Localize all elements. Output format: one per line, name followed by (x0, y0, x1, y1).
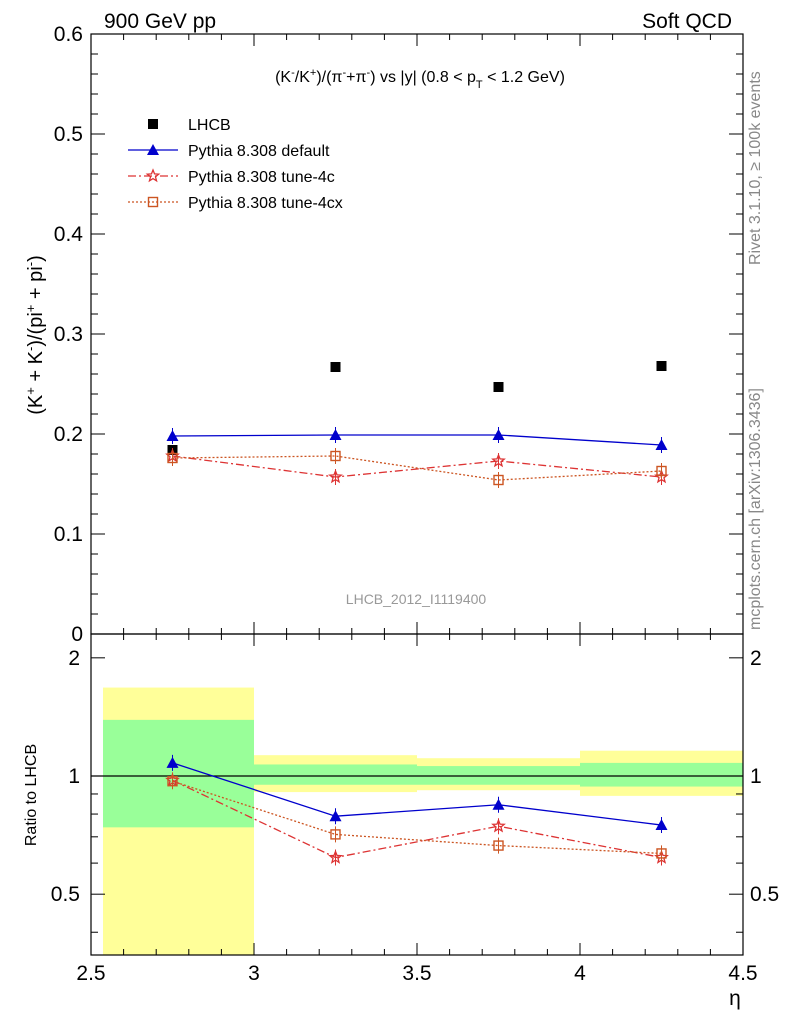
series-line (172, 455, 662, 478)
y-tick-label-zero: 0 (71, 623, 83, 646)
ratio-stat-band (103, 719, 254, 828)
y-tick-label: 0.4 (54, 223, 84, 246)
y-tick-label: 0.2 (54, 423, 83, 446)
legend-entry: Pythia 8.308 default (128, 143, 330, 160)
y-tick-label: 0.6 (54, 23, 83, 46)
y-tick-label: 0.3 (54, 323, 83, 346)
ratio-data-point (492, 798, 505, 810)
rivet-version-label: Rivet 3.1.10, ≥ 100k events (747, 71, 764, 265)
ratio-stat-band (580, 762, 743, 787)
series-line (172, 455, 662, 481)
legend: LHCB Pythia 8.308 default Pythia 8.308 tun… (128, 117, 343, 212)
series-3 (167, 448, 667, 488)
x-tick-label: 4 (574, 962, 586, 985)
data-point (493, 382, 504, 392)
legend-entry: Pythia 8.308 tune-4c (128, 168, 335, 186)
ratio-data-point (493, 840, 504, 851)
legend-marker (145, 168, 161, 183)
legend-marker (148, 119, 158, 129)
x-tick-label: 3.5 (402, 962, 431, 985)
data-point (167, 452, 178, 464)
ratio-series-line (172, 762, 662, 826)
ratio-series-line (172, 780, 662, 855)
legend-marker (147, 144, 159, 155)
ratio-data-point (328, 849, 343, 864)
ratio-data-point (166, 756, 179, 768)
source-label: mcplots.cern.ch [arXiv:1306.3436] (747, 388, 764, 630)
series-2 (165, 448, 669, 485)
ratio-data-point (655, 819, 668, 831)
ratio-series-0 (166, 754, 668, 834)
data-point (330, 450, 341, 462)
x-tick-label: 2.5 (76, 962, 105, 985)
ratio-data-point (167, 776, 178, 787)
y-tick-label: 0.1 (54, 523, 83, 546)
header-left-label: 900 GeV pp (104, 10, 216, 33)
chart-title: (K-/K+)/(π-+π-) vs |y| (0.8 < pT < 1.2 G… (275, 67, 565, 91)
ratio-data-point (329, 810, 342, 822)
series-1 (166, 427, 668, 453)
x-tick-label: 3 (248, 962, 260, 985)
data-point (492, 429, 505, 440)
ratio-y-tick-label-right: 0.5 (750, 883, 779, 906)
ratio-y-axis-label: Ratio to LHCB (23, 744, 40, 846)
ratio-y-tick-label-right: 2 (750, 647, 762, 670)
ratio-stat-band (254, 764, 417, 785)
analysis-watermark: LHCB_2012_I1119400 (346, 591, 487, 607)
data-point (656, 465, 667, 477)
ratio-data-point (656, 848, 667, 859)
x-axis-label: η (729, 987, 741, 1010)
legend-label: Pythia 8.308 default (188, 143, 330, 160)
legend-label: Pythia 8.308 tune-4cx (188, 195, 343, 212)
legend-entry: LHCB (148, 117, 231, 134)
series-line (172, 434, 662, 446)
ratio-y-tick-label: 0.5 (51, 883, 80, 906)
legend-entry: Pythia 8.308 tune-4cx (128, 195, 343, 212)
ratio-data-point (330, 829, 341, 840)
data-point (493, 474, 504, 486)
header-right-label: Soft QCD (642, 10, 732, 33)
legend-marker (147, 196, 159, 208)
data-point (330, 362, 341, 372)
ratio-series-2 (167, 773, 667, 862)
y-tick-label: 0.5 (54, 123, 83, 146)
x-tick-label: 4.5 (728, 962, 757, 985)
y-axis-label: (K+ + K-)/(pi+ + pi-) (23, 255, 48, 415)
legend-label: LHCB (188, 117, 231, 134)
legend-label: Pythia 8.308 tune-4c (188, 169, 335, 186)
data-point (491, 453, 506, 468)
ratio-y-tick-label-right: 1 (750, 765, 762, 788)
ratio-panel: 2.5 3 3.5 4 4.5 0.5 0.5 1 1 2 2 (51, 633, 779, 985)
ratio-y-tick-label: 1 (68, 765, 80, 788)
ratio-series-line (172, 779, 662, 859)
data-point (166, 430, 179, 441)
ratio-data-point (491, 818, 506, 833)
data-point (655, 439, 668, 450)
main-panel: 0.1 0.2 0.3 0.4 0.5 0.6 0 (54, 23, 744, 646)
data-point (656, 361, 667, 371)
data-point (328, 469, 343, 484)
data-point (329, 429, 342, 440)
ratio-y-tick-label: 2 (68, 647, 80, 670)
